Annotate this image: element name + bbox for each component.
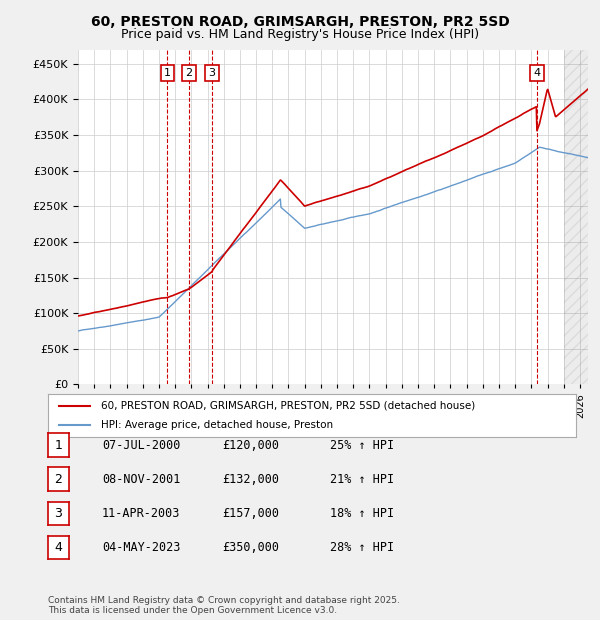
- Text: 2: 2: [185, 68, 193, 78]
- Text: 18% ↑ HPI: 18% ↑ HPI: [330, 507, 394, 520]
- Text: 04-MAY-2023: 04-MAY-2023: [102, 541, 181, 554]
- Text: Price paid vs. HM Land Registry's House Price Index (HPI): Price paid vs. HM Land Registry's House …: [121, 28, 479, 41]
- Text: 08-NOV-2001: 08-NOV-2001: [102, 473, 181, 485]
- Text: 1: 1: [55, 439, 62, 451]
- Text: 28% ↑ HPI: 28% ↑ HPI: [330, 541, 394, 554]
- Text: 60, PRESTON ROAD, GRIMSARGH, PRESTON, PR2 5SD (detached house): 60, PRESTON ROAD, GRIMSARGH, PRESTON, PR…: [101, 401, 475, 411]
- Text: 60, PRESTON ROAD, GRIMSARGH, PRESTON, PR2 5SD: 60, PRESTON ROAD, GRIMSARGH, PRESTON, PR…: [91, 16, 509, 30]
- Text: 2: 2: [55, 473, 62, 485]
- Text: £350,000: £350,000: [222, 541, 279, 554]
- Text: 4: 4: [533, 68, 541, 78]
- Bar: [564, 50, 588, 384]
- Text: 4: 4: [55, 541, 62, 554]
- Text: 1: 1: [164, 68, 171, 78]
- Text: Contains HM Land Registry data © Crown copyright and database right 2025.
This d: Contains HM Land Registry data © Crown c…: [48, 596, 400, 615]
- Text: £120,000: £120,000: [222, 439, 279, 451]
- Text: £132,000: £132,000: [222, 473, 279, 485]
- Text: 07-JUL-2000: 07-JUL-2000: [102, 439, 181, 451]
- Text: £157,000: £157,000: [222, 507, 279, 520]
- Text: 3: 3: [55, 507, 62, 520]
- Text: HPI: Average price, detached house, Preston: HPI: Average price, detached house, Pres…: [101, 420, 333, 430]
- Text: 3: 3: [209, 68, 215, 78]
- Text: 25% ↑ HPI: 25% ↑ HPI: [330, 439, 394, 451]
- Text: 11-APR-2003: 11-APR-2003: [102, 507, 181, 520]
- Text: 21% ↑ HPI: 21% ↑ HPI: [330, 473, 394, 485]
